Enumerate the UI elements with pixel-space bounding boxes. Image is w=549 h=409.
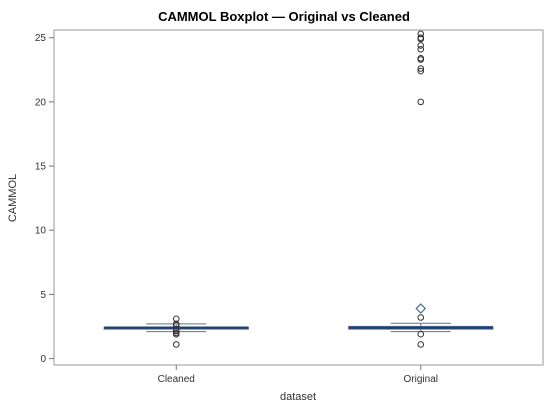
outlier-point [417,30,425,38]
outlier-point [417,54,425,62]
outlier-point [417,341,425,348]
boxes [103,30,494,348]
box-cleaned [103,315,249,348]
outlier-point [417,45,425,53]
y-axis-label: CAMMOL [7,174,19,222]
y-tick-label: 5 [40,290,46,301]
y-tick-label: 0 [40,354,46,365]
y-tick-label: 15 [35,162,47,173]
x-axis-label: dataset [280,391,316,403]
y-tick-label: 25 [35,33,47,44]
y-tick-label: 20 [35,97,47,108]
box-original [348,30,494,348]
chart-title: CAMMOL Boxplot — Original vs Cleaned [158,9,410,24]
outlier-point [417,98,425,106]
mean-marker [415,303,427,314]
outlier-point [172,341,180,348]
x-tick-label: Original [404,374,438,385]
x-tick-label: Cleaned [158,374,195,385]
outlier-point [417,67,425,75]
outlier-point [417,65,425,72]
x-axis: Cleaned Original [158,365,438,385]
outlier-point [172,315,180,323]
outlier-point [417,330,425,338]
outlier-point [417,314,425,321]
outlier-point [417,42,425,49]
outlier-point [172,329,180,337]
y-axis: 0 5 10 15 20 25 [35,33,54,365]
y-tick-label: 10 [35,226,47,237]
outlier-point [417,34,425,42]
plot-frame [53,29,544,366]
